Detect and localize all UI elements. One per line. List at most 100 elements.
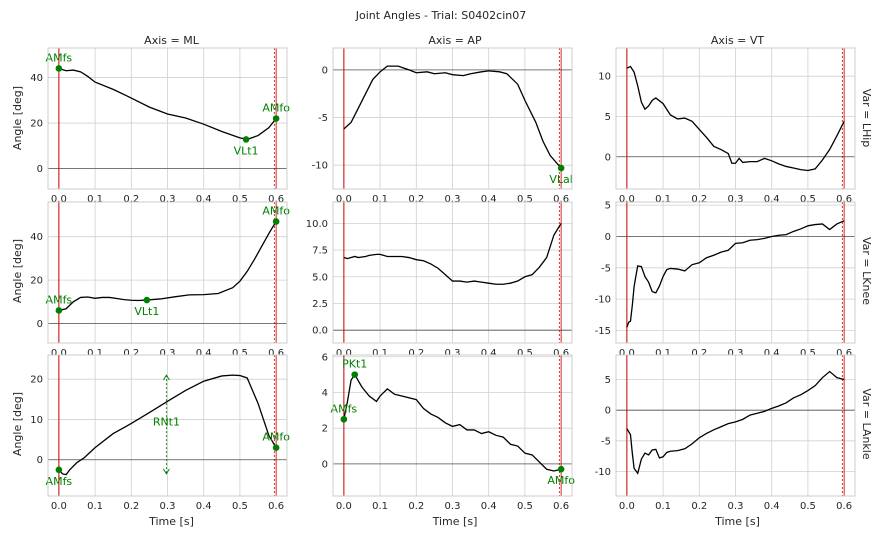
y-axis-label-row-1: Angle [deg] — [11, 239, 24, 303]
y-tick-label: 0 — [322, 459, 328, 470]
x-tick-label: 0.3 — [160, 348, 176, 359]
panel-lankle-ml: 0.0 0.1 0.2 0.3 0.4 0.5 0.6 0 10 20 RNt1 AMfs AMfo — [30, 354, 290, 512]
x-tick-label: 0.0 — [51, 194, 67, 205]
x-tick-label: 0.3 — [160, 501, 176, 512]
y-tick-label: -5 — [601, 436, 611, 447]
y-tick-label: 0 — [322, 65, 328, 76]
x-tick-label: 0.1 — [87, 194, 103, 205]
angle-series-line — [343, 373, 562, 472]
y-tick-label: 4 — [322, 388, 328, 399]
angle-series-line — [343, 223, 562, 285]
x-tick-label: 0.3 — [728, 194, 744, 205]
panel-lknee-ap: 0.0 0.1 0.2 0.3 0.4 0.5 0.6 0.0 2.5 5.0 7.5 10.0 — [306, 201, 573, 359]
y-tick-label: 20 — [30, 375, 43, 386]
x-tick-label: 0.4 — [196, 194, 212, 205]
x-tick-label: 0.2 — [408, 348, 424, 359]
x-tick-label: 0.4 — [196, 501, 212, 512]
y-tick-label: -10 — [312, 161, 328, 172]
plot-frame — [47, 354, 288, 497]
event-marker-label: VLal — [549, 173, 572, 186]
y-tick-label: 5.0 — [312, 272, 328, 283]
figure-title: Joint Angles - Trial: S0402cin07 — [355, 9, 527, 22]
x-tick-label: 0.5 — [800, 501, 816, 512]
plot-frame — [47, 47, 288, 190]
event-marker — [557, 164, 565, 172]
x-tick-label: 0.3 — [445, 501, 461, 512]
x-tick-label: 0.0 — [619, 348, 635, 359]
y-tick-label: -15 — [595, 326, 611, 337]
row-label-lankle: Var = LAnkle — [860, 388, 873, 459]
x-tick-label: 0.2 — [408, 194, 424, 205]
x-tick-label: 0.0 — [336, 501, 352, 512]
panel-lknee-ml: 0.0 0.1 0.2 0.3 0.4 0.5 0.6 0 20 40 AMfs VLt1 AMfo — [30, 201, 290, 359]
x-tick-label: 0.3 — [728, 501, 744, 512]
x-tick-label: 0.4 — [764, 194, 780, 205]
event-marker-label: AMfo — [262, 431, 290, 444]
x-tick-label: 0.6 — [836, 501, 852, 512]
panel-lhip-ap: 0.0 0.1 0.2 0.3 0.4 0.5 0.6 -10 -5 0 VLal — [312, 47, 573, 205]
x-tick-label: 0.6 — [836, 348, 852, 359]
angle-series-line — [343, 65, 562, 169]
y-axis-label-row-2: Angle [deg] — [11, 392, 24, 456]
y-tick-label: 20 — [30, 119, 43, 130]
event-marker-label: AMfs — [331, 402, 358, 415]
event-marker-label: AMfo — [262, 102, 290, 115]
event-marker-label: VLt1 — [234, 144, 259, 157]
angle-series-line — [626, 370, 845, 475]
y-tick-label: 10 — [30, 415, 43, 426]
y-tick-label: 10 — [598, 72, 611, 83]
x-tick-label: 0.2 — [691, 501, 707, 512]
x-tick-label: 0.5 — [232, 348, 248, 359]
x-tick-label: 0.5 — [517, 194, 533, 205]
event-marker — [143, 296, 151, 304]
x-tick-label: 0.2 — [123, 194, 139, 205]
y-tick-label: 0.0 — [312, 326, 328, 337]
x-tick-label: 0.3 — [728, 348, 744, 359]
y-tick-label: 20 — [30, 276, 43, 287]
panel-lknee-vt: 0.0 0.1 0.2 0.3 0.4 0.5 0.6 -15 -10 -5 0 5 — [595, 201, 856, 359]
plot-frame — [615, 354, 856, 497]
x-tick-label: 0.5 — [232, 194, 248, 205]
x-tick-label: 0.0 — [51, 501, 67, 512]
x-tick-label: 0.6 — [553, 194, 569, 205]
x-tick-label: 0.0 — [51, 348, 67, 359]
y-tick-label: 0 — [605, 152, 611, 163]
x-tick-label: 0.4 — [481, 194, 497, 205]
event-marker-label: AMfs — [46, 51, 73, 64]
x-tick-label: 0.6 — [553, 501, 569, 512]
x-tick-label: 0.4 — [764, 348, 780, 359]
angle-series-line — [58, 374, 277, 476]
event-marker-label: PKt1 — [342, 358, 367, 371]
y-tick-label: -10 — [595, 467, 611, 478]
x-tick-label: 0.2 — [691, 348, 707, 359]
range-arrow-down — [163, 468, 170, 475]
x-tick-label: 0.4 — [764, 501, 780, 512]
column-title-vt: Axis = VT — [711, 34, 765, 47]
x-tick-label: 0.5 — [800, 348, 816, 359]
event-marker — [242, 136, 250, 143]
x-tick-label: 0.1 — [87, 501, 103, 512]
plot-frame — [615, 47, 856, 190]
x-tick-label: 0.1 — [655, 348, 671, 359]
angle-series-line — [626, 220, 845, 328]
panel-lhip-vt: 0.0 0.1 0.2 0.3 0.4 0.5 0.6 0 5 10 — [598, 47, 856, 205]
y-axis-label-row-0: Angle [deg] — [11, 86, 24, 150]
y-tick-label: 5 — [605, 375, 611, 386]
plot-frame — [332, 47, 573, 190]
x-tick-label: 0.5 — [517, 348, 533, 359]
y-tick-label: 40 — [30, 232, 43, 243]
event-marker — [557, 465, 565, 473]
x-tick-label: 0.6 — [268, 501, 284, 512]
y-tick-label: 0 — [605, 232, 611, 243]
y-tick-label: 5 — [605, 112, 611, 123]
y-tick-label: 2 — [322, 424, 328, 435]
event-marker-label: AMfs — [46, 293, 73, 306]
panels-grid: 0.0 0.1 0.2 0.3 0.4 0.5 0.602040AMfsVLt1AMfo0.… — [30, 47, 856, 512]
panel-lankle-ap: 0.0 0.1 0.2 0.3 0.4 0.5 0.6 0 2 4 6 AMfs PKt1 AMfo — [322, 352, 576, 512]
y-tick-label: 5 — [605, 201, 611, 212]
event-marker — [55, 466, 63, 474]
x-tick-label: 0.2 — [123, 348, 139, 359]
x-tick-label: 0.1 — [87, 348, 103, 359]
x-tick-label: 0.0 — [336, 194, 352, 205]
y-tick-label: -5 — [318, 113, 328, 124]
